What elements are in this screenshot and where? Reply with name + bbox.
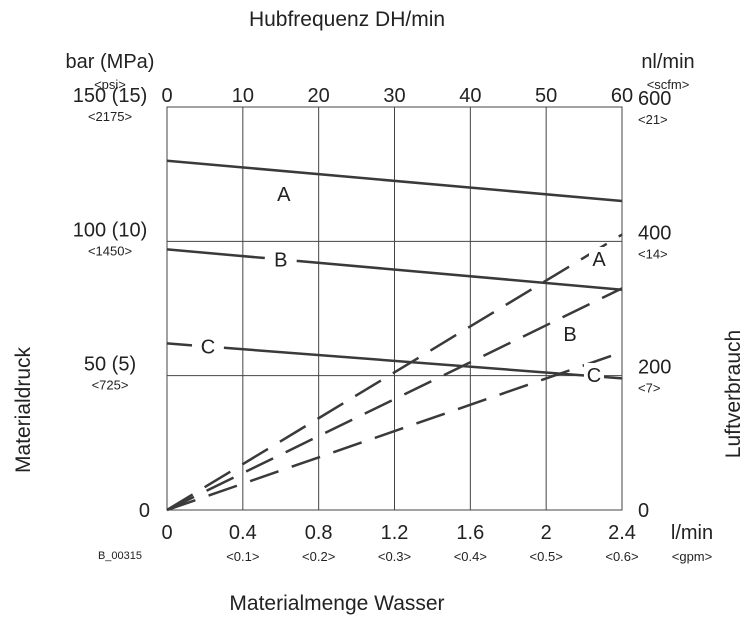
right-tick-label-alt: <21> xyxy=(638,112,668,127)
bottom-axis-title: Materialmenge Wasser xyxy=(229,592,444,615)
left-tick-label-alt: <725> xyxy=(92,378,129,393)
left-tick-label: 150 (15) xyxy=(73,85,148,107)
pressure-curve-A xyxy=(166,159,623,203)
pressure-curve-B xyxy=(166,248,265,260)
plot-area: 0 10 20 30 40 50 600 0.4<0.1>0.8<0.2>1.2<0.3>1.… xyxy=(73,85,672,564)
right-tick-label: 200 xyxy=(638,357,671,379)
bottom-tick-label: 1.2 xyxy=(381,522,409,544)
pressure-curve-B xyxy=(296,259,623,291)
bottom-tick-label-alt: <0.1> xyxy=(226,549,259,564)
bottom-axis-unit-alt: <gpm> xyxy=(672,549,712,564)
air-curve-C xyxy=(166,350,623,512)
pressure-curve-C xyxy=(223,346,623,380)
bottom-tick-label: 0.4 xyxy=(229,522,257,544)
bottom-axis-unit: l/min xyxy=(671,522,713,544)
top-tick-label: 60 xyxy=(611,85,633,107)
pressure-curve-C xyxy=(166,342,193,347)
air-curve-label-bg xyxy=(584,363,604,387)
air-curve-label-bg xyxy=(560,322,580,346)
right-tick-label: 400 xyxy=(638,222,671,244)
air-curve-label-C: C xyxy=(587,365,601,387)
pressure-curve-label-B: B xyxy=(274,249,287,271)
pressure-curve-label-C: C xyxy=(201,337,215,359)
bottom-tick-label-alt: <0.3> xyxy=(378,549,411,564)
right-tick-label: 600 xyxy=(638,88,671,110)
left-tick-label-alt: <1450> xyxy=(88,243,132,258)
left-tick-label-alt: <2175> xyxy=(88,109,132,124)
right-tick-label: 0 xyxy=(638,500,649,522)
top-tick-label: 0 xyxy=(161,85,172,107)
right-tick-label-alt: <14> xyxy=(638,246,668,261)
left-tick-label: 0 xyxy=(139,500,150,522)
bottom-tick-label: 0 xyxy=(161,522,172,544)
top-axis-title: Hubfrequenz DH/min xyxy=(249,8,445,31)
air-curve-label-B: B xyxy=(563,324,576,346)
air-curve-label-A: A xyxy=(592,249,606,271)
top-tick-label: 40 xyxy=(459,85,481,107)
air-curve-A xyxy=(166,233,623,512)
bottom-tick-label: 2.4 xyxy=(608,522,636,544)
top-tick-label: 10 xyxy=(232,85,254,107)
left-axis-unit-alt: <psi> xyxy=(94,77,126,92)
bottom-tick-label: 2 xyxy=(541,522,552,544)
air-curve-B xyxy=(166,287,623,512)
bottom-tick-label-alt: <0.4> xyxy=(454,549,487,564)
left-tick-label: 50 (5) xyxy=(84,354,136,376)
top-tick-label: 50 xyxy=(535,85,557,107)
right-axis-unit-alt: <scfm> xyxy=(647,77,690,92)
top-tick-label: 20 xyxy=(308,85,330,107)
top-tick-label: 30 xyxy=(383,85,405,107)
air-curve-label-bg xyxy=(589,247,609,271)
right-axis-unit: nl/min xyxy=(641,51,694,73)
figure-id: B_00315 xyxy=(98,550,142,562)
pressure-curve-label-A: A xyxy=(277,184,291,206)
bottom-tick-label-alt: <0.6> xyxy=(605,549,638,564)
bottom-tick-label: 0.8 xyxy=(305,522,333,544)
left-axis-title: Materialdruck xyxy=(12,346,35,473)
right-tick-label-alt: <7> xyxy=(638,381,660,396)
bottom-tick-label-alt: <0.5> xyxy=(530,549,563,564)
left-tick-label: 100 (10) xyxy=(73,219,148,241)
right-axis-title: Luftverbrauch xyxy=(722,330,745,458)
left-axis-unit: bar (MPa) xyxy=(66,51,155,73)
bottom-tick-label: 1.6 xyxy=(456,522,484,544)
bottom-tick-label-alt: <0.2> xyxy=(302,549,335,564)
